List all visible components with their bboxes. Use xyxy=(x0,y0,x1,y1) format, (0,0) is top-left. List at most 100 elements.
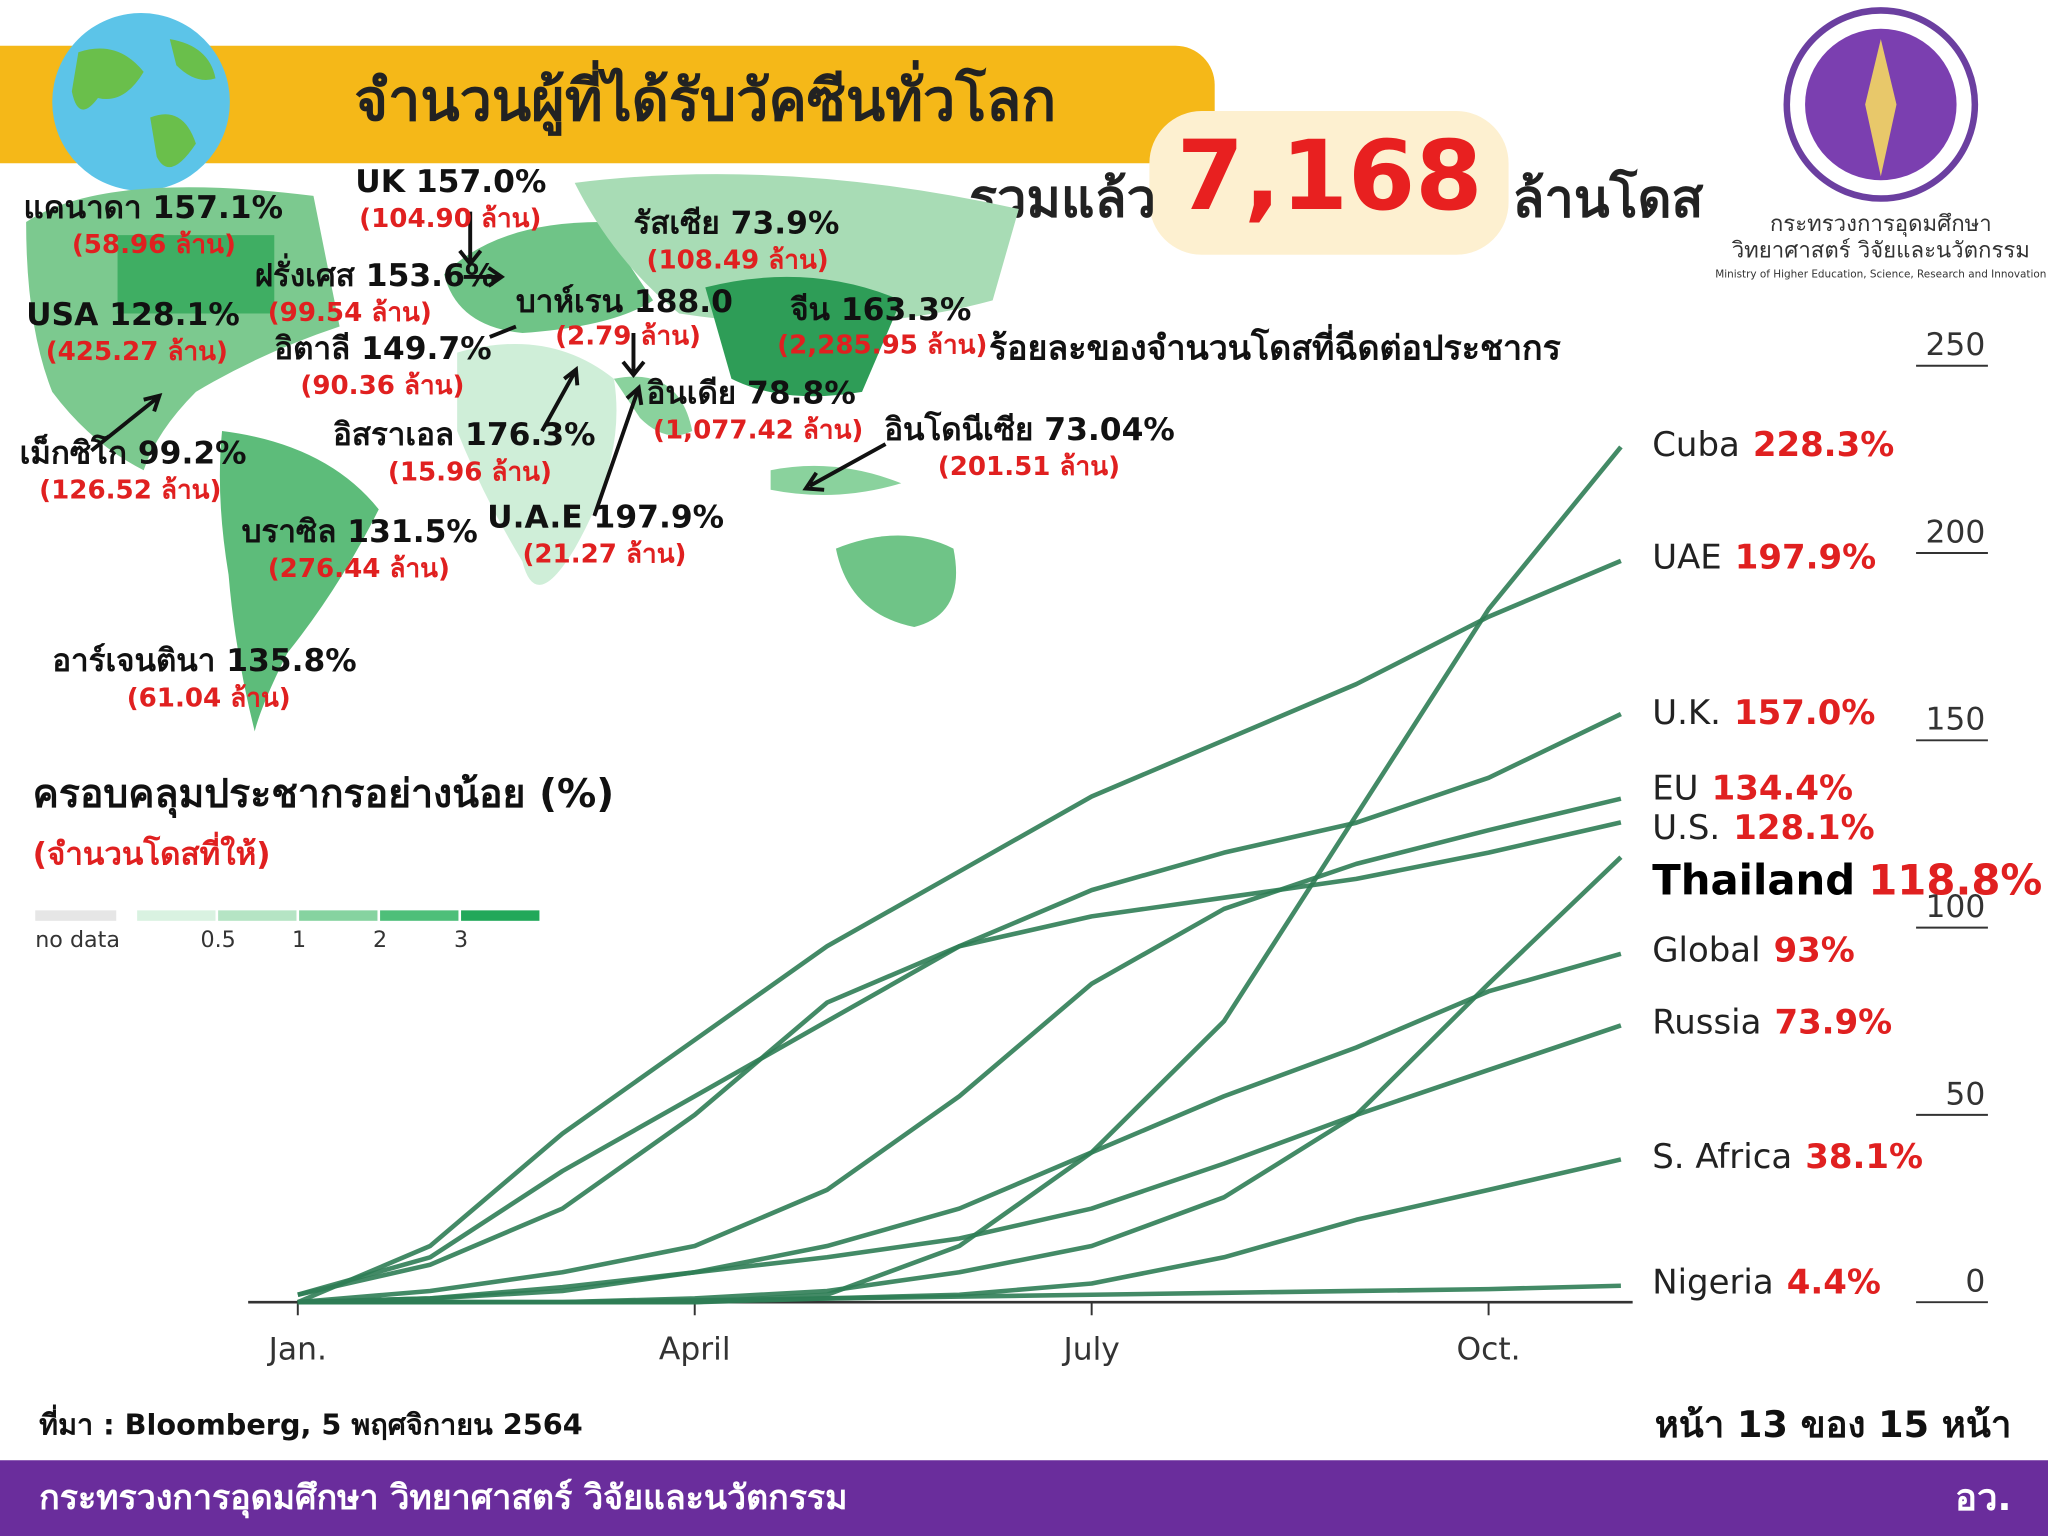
series-line xyxy=(296,558,1622,1305)
series-value-label: 197.9% xyxy=(1735,538,1876,578)
map-sublabel: (126.52 ล้าน) xyxy=(39,476,221,506)
series-name: U.K. xyxy=(1652,693,1721,733)
map-sublabel: (61.04 ล้าน) xyxy=(127,683,291,713)
map-label: อิสราเอล 176.3% xyxy=(333,417,595,453)
map-sublabel: (425.27 ล้าน) xyxy=(46,337,228,367)
map-arrows xyxy=(90,211,887,517)
map-label: ฝรั่งเศส 153.6% xyxy=(255,253,497,294)
globe-land xyxy=(71,39,216,168)
ministry-th-2: วิทยาศาสตร์ วิจัยและนวัตกรรม xyxy=(1731,237,2030,263)
legend-label: no data xyxy=(35,927,120,953)
series-name: Russia xyxy=(1652,1003,1761,1043)
europe xyxy=(444,222,654,334)
series-value-label: 134.4% xyxy=(1712,769,1853,809)
map-sublabel: (90.36 ล้าน) xyxy=(300,371,464,401)
map-sublabel: (276.44 ล้าน) xyxy=(268,554,450,584)
y-tick-label: 50 xyxy=(1945,1076,1985,1112)
source: ที่มา : Bloomberg, 5 พฤศจิกายน 2564 xyxy=(39,1403,583,1441)
legend-label: 1 xyxy=(292,927,306,953)
map-sublabel: (201.51 ล้าน) xyxy=(938,452,1120,482)
series-value-label: 4.4% xyxy=(1787,1262,1881,1302)
total-unit: ล้านโดส xyxy=(1512,167,1703,229)
arrow xyxy=(90,392,163,453)
legend-swatch xyxy=(218,910,297,921)
legend-label: 0.5 xyxy=(200,927,235,953)
line-chart: 0 50 100 150 200 250 Jan. April July Oct. Cuba 228.… xyxy=(248,327,2042,1368)
y-tick-label: 0 xyxy=(1965,1264,1985,1300)
legend-swatch xyxy=(137,910,216,921)
arrow xyxy=(463,266,505,288)
series-name: U.S. xyxy=(1652,808,1720,848)
australia xyxy=(835,535,957,627)
logo-emblem xyxy=(1865,39,1897,177)
ministry-th-1: กระทรวงการอุดมศึกษา xyxy=(1770,211,1992,237)
series-value-label: 73.9% xyxy=(1774,1003,1892,1043)
map-sublabel: (58.96 ล้าน) xyxy=(72,230,236,260)
map-label: บาห์เรน 188.0 xyxy=(516,284,733,320)
page-number: หน้า 13 ของ 15 หน้า xyxy=(1655,1403,2012,1446)
ministry-en: Ministry of Higher Education, Science, R… xyxy=(1715,268,2046,280)
map-sublabel: (2.79 ล้าน) xyxy=(555,321,701,351)
series-name: Nigeria xyxy=(1652,1262,1773,1302)
series-value-label: 118.8% xyxy=(1868,855,2042,904)
y-tick-label: 250 xyxy=(1926,327,1986,363)
total: 7,168 xyxy=(1177,119,1483,232)
map-label: UK 157.0% xyxy=(355,164,546,200)
legend-label: 2 xyxy=(373,927,387,953)
series-name: Thailand xyxy=(1652,855,1855,904)
footer-bar xyxy=(0,1460,2048,1536)
map-label: U.A.E 197.9% xyxy=(487,500,724,536)
y-tick-label: 200 xyxy=(1926,514,1986,550)
series-value-label: 128.1% xyxy=(1733,808,1874,848)
map-legend: no data 0.5 1 2 3 xyxy=(35,910,540,953)
series-value-label: 228.3% xyxy=(1753,425,1894,465)
map-label: อินโดนีเซีย 73.04% xyxy=(884,410,1175,448)
map-label: จีน 163.3% xyxy=(790,292,971,328)
chart-title: ร้อยละของจำนวนโดสที่ฉีดต่อประชากร xyxy=(989,324,1562,369)
series-line xyxy=(297,820,1622,1297)
map-label: รัสเซีย 73.9% xyxy=(633,206,839,242)
title: จำนวนผู้ที่ได้รับวัคซีนทั่วโลก xyxy=(354,60,1056,136)
map-label: เม็กซิโก 99.2% xyxy=(20,433,247,472)
arrow xyxy=(621,333,646,378)
africa xyxy=(457,343,617,585)
legend-label: 3 xyxy=(454,927,468,953)
map-label: อาร์เจนตินา 135.8% xyxy=(52,643,356,679)
map-label: อินเดีย 78.8% xyxy=(647,375,856,411)
arrow xyxy=(592,384,644,517)
legend-swatch xyxy=(380,910,459,921)
series-name: EU xyxy=(1652,769,1698,809)
map-label: แคนาดา 157.1% xyxy=(24,190,283,226)
canada-usa xyxy=(117,235,275,314)
china xyxy=(705,276,902,397)
south-america xyxy=(219,431,379,732)
arrow xyxy=(802,442,887,492)
series-name: UAE xyxy=(1652,538,1722,578)
arrow xyxy=(540,365,580,432)
total-badge xyxy=(1149,111,1509,255)
series-name: Global xyxy=(1652,931,1760,971)
series-value-label: 157.0% xyxy=(1734,693,1875,733)
map-label: บราซิล 131.5% xyxy=(242,514,478,550)
x-tick-label: Jan. xyxy=(267,1332,327,1368)
world-map xyxy=(26,174,1019,732)
russia xyxy=(574,174,1019,324)
map-sublabel: (104.90 ล้าน) xyxy=(359,204,541,234)
map-label: USA 128.1% xyxy=(26,297,240,333)
series-line xyxy=(297,951,1622,1305)
y-tick-label: 100 xyxy=(1926,889,1986,925)
map-legend-subtitle: (จำนวนโดสที่ให้) xyxy=(33,832,271,873)
map-sublabel: (108.49 ล้าน) xyxy=(647,246,829,276)
arrow xyxy=(489,324,517,339)
map-sublabel: (99.54 ล้าน) xyxy=(268,298,432,328)
series-name: Cuba xyxy=(1652,425,1740,465)
indonesia xyxy=(770,465,902,496)
series-line xyxy=(297,1023,1622,1305)
map-label: อิตาลี 149.7% xyxy=(274,331,491,367)
map-legend-title: ครอบคลุมประชากรอย่างน้อย (%) xyxy=(33,772,615,818)
arrow xyxy=(458,211,483,267)
x-tick-label: Oct. xyxy=(1457,1332,1521,1368)
series-line xyxy=(297,445,1623,1305)
